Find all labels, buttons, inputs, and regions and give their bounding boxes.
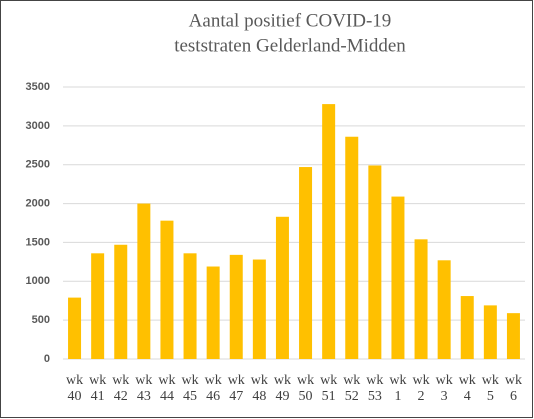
y-tick-label: 1000 (26, 275, 50, 287)
bar (483, 305, 497, 359)
x-tick-label: wk 44 (158, 373, 175, 404)
x-tick-label: wk 49 (274, 373, 291, 404)
y-tick-label: 500 (32, 314, 50, 326)
bar (137, 203, 151, 359)
y-tick-label: 3000 (26, 120, 50, 132)
bar (345, 136, 359, 359)
x-tick-label: wk 4 (459, 373, 476, 404)
x-tick-label: wk 50 (297, 373, 314, 404)
bar (299, 167, 313, 359)
x-tick-label: wk 40 (66, 373, 83, 404)
x-tick-label: wk 48 (251, 373, 268, 404)
x-tick-label: wk 3 (436, 373, 453, 404)
y-tick-label: 0 (44, 353, 50, 365)
y-tick-label: 3500 (26, 81, 50, 93)
bar (229, 254, 243, 359)
x-tick-label: wk 42 (112, 373, 129, 404)
x-tick-label: wk 43 (135, 373, 152, 404)
bar (68, 297, 82, 359)
bar (160, 220, 174, 359)
x-tick-label: wk 5 (482, 373, 499, 404)
bar (368, 165, 382, 359)
bar (437, 260, 451, 359)
bar (183, 253, 197, 359)
bar (391, 196, 405, 359)
bar (275, 216, 289, 359)
x-tick-label: wk 6 (505, 373, 522, 404)
chart-title: Aantal positief COVID-19 (189, 10, 392, 31)
bar (506, 313, 520, 359)
bar (206, 266, 220, 359)
bar (414, 239, 428, 359)
y-tick-label: 1500 (26, 236, 50, 248)
chart-title: teststraten Gelderland-Midden (174, 35, 406, 56)
x-tick-label: wk 52 (343, 373, 360, 404)
bar (252, 259, 266, 359)
bar (322, 104, 336, 360)
x-tick-label: wk 51 (320, 373, 337, 404)
x-tick-label: wk 41 (89, 373, 106, 404)
bar (114, 244, 128, 359)
x-tick-label: wk 47 (228, 373, 245, 404)
x-tick-label: wk 45 (181, 373, 198, 404)
x-tick-label: wk 53 (366, 373, 383, 404)
x-tick-label: wk 1 (389, 373, 406, 404)
bar (91, 253, 105, 359)
y-tick-label: 2500 (26, 159, 50, 171)
x-tick-label: wk 2 (412, 373, 429, 404)
x-tick-label: wk 46 (205, 373, 222, 404)
y-tick-label: 2000 (26, 197, 50, 209)
bar (460, 296, 474, 359)
